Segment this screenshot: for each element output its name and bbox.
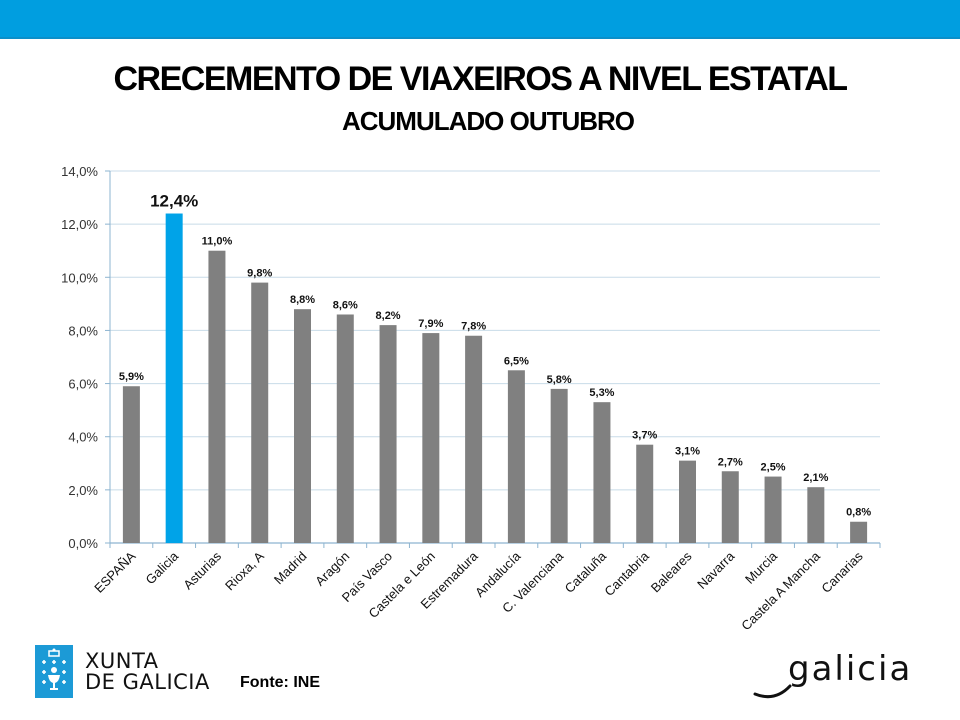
- x-tick-label: Aragón: [312, 549, 352, 589]
- data-label: 11,0%: [202, 236, 233, 248]
- y-tick-label: 14,0%: [61, 164, 98, 179]
- top-banner: [0, 0, 960, 39]
- data-label: 8,2%: [376, 310, 401, 322]
- xunta-de-galicia-logo: XUNTA DE GALICIA: [35, 645, 210, 698]
- x-tick-label: Navarra: [694, 548, 738, 592]
- x-tick-label: Canarias: [818, 548, 866, 596]
- bar-catalu-a: [593, 402, 611, 543]
- data-label: 2,5%: [761, 462, 786, 474]
- y-tick-label: 12,0%: [61, 217, 98, 232]
- data-label: 8,6%: [333, 299, 358, 311]
- data-label: 2,7%: [718, 456, 743, 468]
- bar-murcia: [764, 476, 782, 543]
- bar-cantabria: [636, 444, 654, 543]
- data-label: 9,8%: [247, 268, 272, 280]
- bar-c-valenciana: [550, 388, 568, 543]
- y-tick-label: 4,0%: [68, 430, 98, 445]
- bar-espa-a: [122, 386, 140, 543]
- data-label: 3,1%: [675, 446, 700, 458]
- x-tick-label: Rioxa, A: [222, 548, 267, 593]
- bar-asturias: [208, 250, 226, 543]
- bar-andaluc-a: [507, 370, 525, 543]
- bar-navarra: [721, 471, 739, 543]
- xunta-logo-line-1: XUNTA: [85, 648, 159, 673]
- x-tick-label: Cantabria: [601, 548, 652, 599]
- y-tick-label: 0,0%: [68, 536, 98, 551]
- galicia-brand-logo: galicia: [750, 649, 920, 705]
- data-label: 3,7%: [632, 430, 657, 442]
- bar-arag-n: [336, 314, 354, 543]
- x-tick-label: Madrid: [271, 549, 310, 588]
- x-tick-label: Asturias: [180, 548, 224, 592]
- galicia-logo-text: galicia: [788, 650, 912, 689]
- bar-castela-a-mancha: [807, 487, 825, 543]
- bar-galicia: [165, 213, 183, 543]
- bar-canarias: [850, 521, 868, 543]
- data-label: 8,8%: [290, 294, 315, 306]
- chart-title: CRECEMENTO DE VIAXEIROS A NIVEL ESTATAL: [113, 60, 848, 98]
- data-label: 5,3%: [589, 387, 614, 399]
- y-tick-label: 8,0%: [68, 323, 98, 338]
- data-label: 5,9%: [119, 371, 144, 383]
- bar-pa-s-vasco: [379, 325, 397, 543]
- data-label: 5,8%: [547, 374, 572, 386]
- bar-baleares: [679, 460, 696, 543]
- y-tick-label: 2,0%: [68, 483, 98, 498]
- x-tick-label: Castela A Mancha: [738, 548, 823, 633]
- y-tick-label: 6,0%: [68, 377, 98, 392]
- bar-estremadura: [465, 335, 483, 543]
- y-tick-label: 10,0%: [61, 270, 98, 285]
- source-note: Fonte: INE: [240, 674, 320, 691]
- galicia-coat-of-arms-icon: [35, 645, 73, 698]
- x-tick-label: Murcia: [742, 548, 781, 587]
- data-label: 7,8%: [461, 321, 486, 333]
- bar-madrid: [294, 309, 311, 543]
- data-label: 6,5%: [504, 355, 529, 367]
- data-label: 0,8%: [846, 507, 871, 519]
- bar-castela-e-le-n: [422, 333, 440, 543]
- xunta-logo-line-2: DE GALICIA: [85, 669, 210, 694]
- data-label: 2,1%: [803, 472, 828, 484]
- data-label: 12,4%: [150, 192, 198, 211]
- x-tick-label: Galicia: [143, 548, 182, 587]
- chart-subtitle: ACUMULADO OUTUBRO: [341, 106, 635, 136]
- data-label: 7,9%: [418, 318, 443, 330]
- bar-rioxa-a: [251, 282, 269, 543]
- x-tick-label: Baleares: [648, 548, 695, 595]
- x-tick-label: ESPAÑA: [91, 548, 138, 595]
